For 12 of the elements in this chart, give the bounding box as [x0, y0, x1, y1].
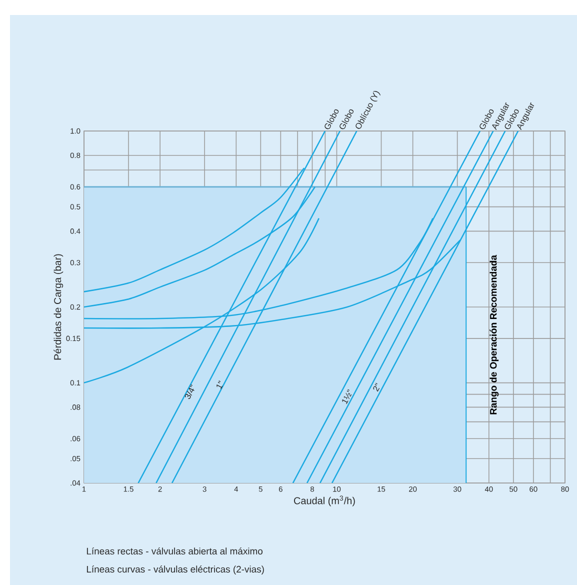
text: Líneas rectas - válvulas abierta al máximo [86, 547, 263, 555]
annotation: 1½" [342, 389, 352, 404]
band-label: Rango de Operación Recomendada [490, 254, 499, 414]
annotation: 1" [216, 380, 223, 390]
text: Líneas curvas - válvulas eléctricas (2-vias) [86, 566, 264, 574]
annotation: 2" [373, 382, 380, 392]
annotation: Globo [340, 109, 354, 130]
annotation: 3/4" [184, 384, 194, 400]
annotation: Globo [480, 109, 494, 130]
annotation: Globo [324, 109, 339, 130]
x-axis-title: Caudal (m$^{3}$/h) [294, 496, 355, 506]
y-axis-title: Pérdidas de Carga (bar) [54, 254, 64, 360]
